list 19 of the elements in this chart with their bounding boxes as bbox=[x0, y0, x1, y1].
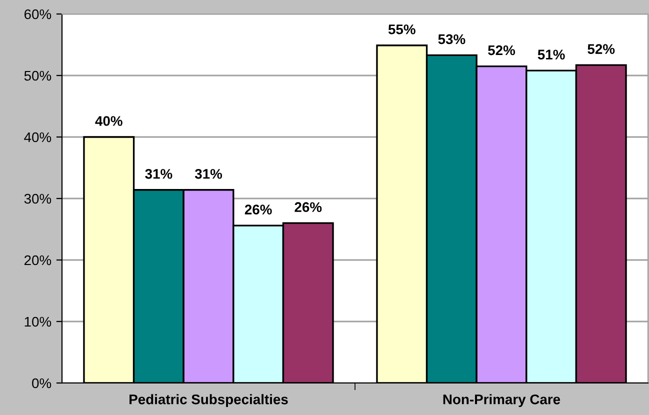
x-tick-label: Pediatric Subspecialties bbox=[130, 394, 288, 408]
data-label: 31% bbox=[194, 168, 222, 179]
y-tick-label: 40% bbox=[24, 132, 52, 142]
data-label: 31% bbox=[145, 168, 172, 179]
data-label: 26% bbox=[294, 202, 322, 212]
y-tick-label: 0% bbox=[32, 378, 52, 388]
y-tick-label: 20% bbox=[24, 255, 52, 266]
data-label: 55% bbox=[388, 24, 416, 34]
x-tick-label: Non-Primary Care bbox=[443, 394, 560, 408]
y-tick-label: 60% bbox=[24, 9, 52, 20]
data-label: 52% bbox=[588, 44, 615, 54]
data-label: 51% bbox=[538, 50, 565, 60]
data-label: 53% bbox=[438, 34, 466, 44]
data-label: 26% bbox=[244, 204, 272, 214]
data-label: 52% bbox=[488, 45, 516, 56]
y-tick-label: 50% bbox=[24, 70, 52, 81]
y-tick-label: 30% bbox=[24, 194, 52, 204]
y-tick-label: 10% bbox=[24, 316, 52, 327]
data-label: 40% bbox=[95, 116, 122, 126]
